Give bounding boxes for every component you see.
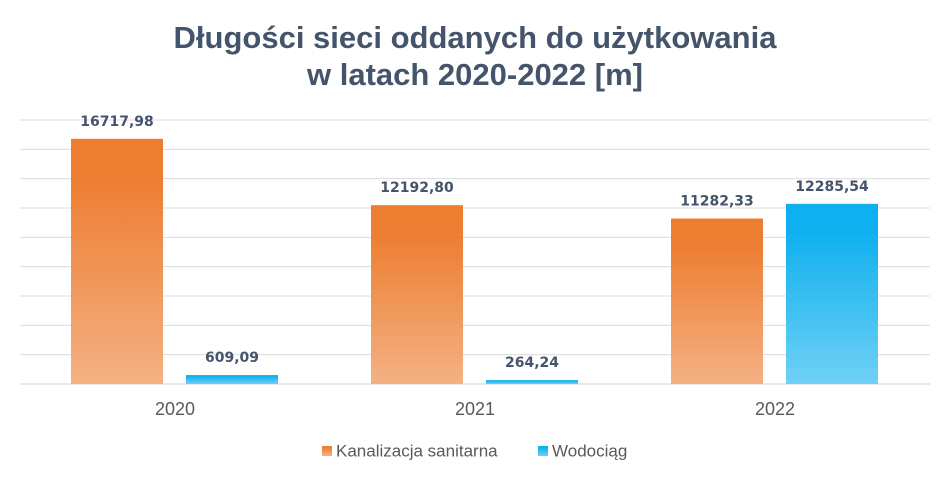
legend-swatch [538, 446, 548, 456]
bar [71, 138, 163, 384]
x-tick-label: 2022 [755, 399, 795, 419]
legend-label: Wodociąg [552, 441, 627, 460]
bar [186, 375, 278, 384]
data-label: 16717,98 [80, 114, 154, 130]
data-label: 11282,33 [680, 194, 754, 210]
legend-swatch [322, 446, 332, 456]
legend-label: Kanalizacja sanitarna [336, 441, 498, 460]
bar [786, 203, 878, 384]
chart-title: w latach 2020-2022 [m] [306, 57, 643, 92]
data-label: 12285,54 [795, 179, 869, 195]
chart-title: Długości sieci oddanych do użytkowania [174, 20, 778, 55]
bar [371, 205, 463, 384]
x-tick-label: 2021 [455, 399, 495, 419]
bar [671, 218, 763, 384]
data-label: 12192,80 [380, 180, 454, 196]
x-tick-label: 2020 [155, 399, 195, 419]
data-label: 609,09 [205, 350, 259, 366]
bar [486, 380, 578, 384]
data-label: 264,24 [505, 355, 559, 371]
